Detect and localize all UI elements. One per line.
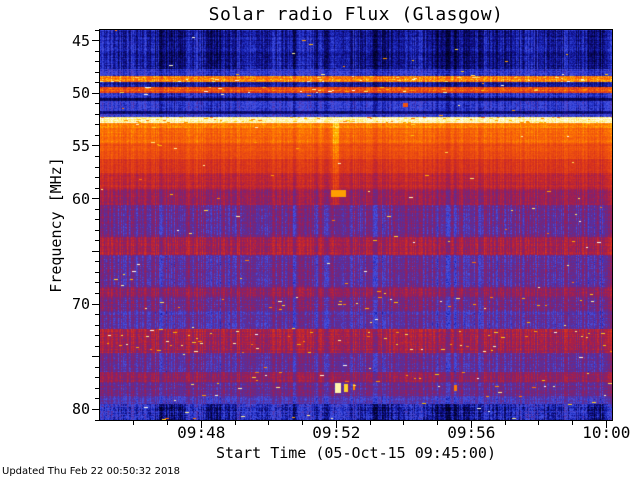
y-minor-tick	[95, 398, 99, 400]
x-minor-tick	[403, 421, 405, 425]
y-major-tick	[92, 92, 99, 94]
y-tick-label: 55	[71, 136, 90, 155]
y-minor-tick	[95, 282, 99, 284]
y-minor-tick	[95, 61, 99, 63]
x-major-tick	[605, 421, 607, 428]
x-minor-tick	[234, 421, 236, 425]
y-minor-tick	[95, 134, 99, 136]
y-minor-tick	[95, 345, 99, 347]
x-minor-tick	[268, 421, 270, 425]
y-tick-label: 70	[71, 295, 90, 314]
y-minor-tick	[95, 271, 99, 273]
x-tick-label: 09:56	[447, 423, 496, 442]
y-minor-tick	[95, 314, 99, 316]
y-tick-label: 80	[71, 400, 90, 419]
y-minor-tick	[95, 155, 99, 157]
y-minor-tick	[95, 166, 99, 168]
y-major-tick	[92, 40, 99, 42]
y-minor-tick	[95, 366, 99, 368]
x-minor-tick	[133, 421, 135, 425]
plot-frame	[99, 29, 613, 421]
x-minor-tick	[437, 421, 439, 425]
y-minor-tick	[95, 261, 99, 263]
x-minor-tick	[572, 421, 574, 425]
y-minor-tick	[95, 229, 99, 231]
y-minor-tick	[95, 335, 99, 337]
y-major-tick	[92, 408, 99, 410]
y-tick-label: 50	[71, 84, 90, 103]
y-minor-tick	[95, 324, 99, 326]
y-tick-label: 60	[71, 189, 90, 208]
x-minor-tick	[302, 421, 304, 425]
x-major-tick	[200, 421, 202, 428]
y-minor-tick	[95, 419, 99, 421]
y-minor-tick	[95, 208, 99, 210]
x-major-tick	[335, 421, 337, 428]
y-major-tick	[92, 303, 99, 305]
y-minor-tick	[95, 124, 99, 126]
y-minor-tick	[95, 113, 99, 115]
y-minor-tick	[95, 71, 99, 73]
y-minor-tick	[95, 103, 99, 105]
x-minor-tick	[504, 421, 506, 425]
y-minor-tick	[95, 387, 99, 389]
x-minor-tick	[167, 421, 169, 425]
x-major-tick	[470, 421, 472, 428]
y-minor-tick	[95, 240, 99, 242]
y-minor-tick	[95, 29, 99, 31]
y-major-tick	[92, 145, 99, 147]
x-minor-tick	[369, 421, 371, 425]
x-axis-label: Start Time (05-Oct-15 09:45:00)	[216, 444, 496, 462]
spectrogram-canvas	[100, 30, 612, 420]
y-minor-tick	[95, 177, 99, 179]
y-minor-tick	[95, 377, 99, 379]
y-major-tick	[92, 198, 99, 200]
footer-updated-text: Updated Thu Feb 22 00:50:32 2018	[2, 466, 181, 477]
y-minor-tick	[95, 293, 99, 294]
y-axis-label: Frequency [MHz]	[47, 157, 65, 293]
y-tick-label: 45	[71, 31, 90, 50]
x-tick-label: 09:48	[177, 423, 226, 442]
x-minor-tick	[538, 421, 540, 425]
y-minor-tick	[95, 187, 99, 189]
y-major-tick	[92, 250, 99, 252]
x-tick-label: 10:00	[582, 423, 631, 442]
y-minor-tick	[95, 82, 99, 84]
x-tick-label: 09:52	[312, 423, 361, 442]
y-minor-tick	[95, 50, 99, 52]
y-major-tick	[92, 356, 99, 358]
y-minor-tick	[95, 219, 99, 221]
chart-title: Solar radio Flux (Glasgow)	[208, 4, 504, 25]
